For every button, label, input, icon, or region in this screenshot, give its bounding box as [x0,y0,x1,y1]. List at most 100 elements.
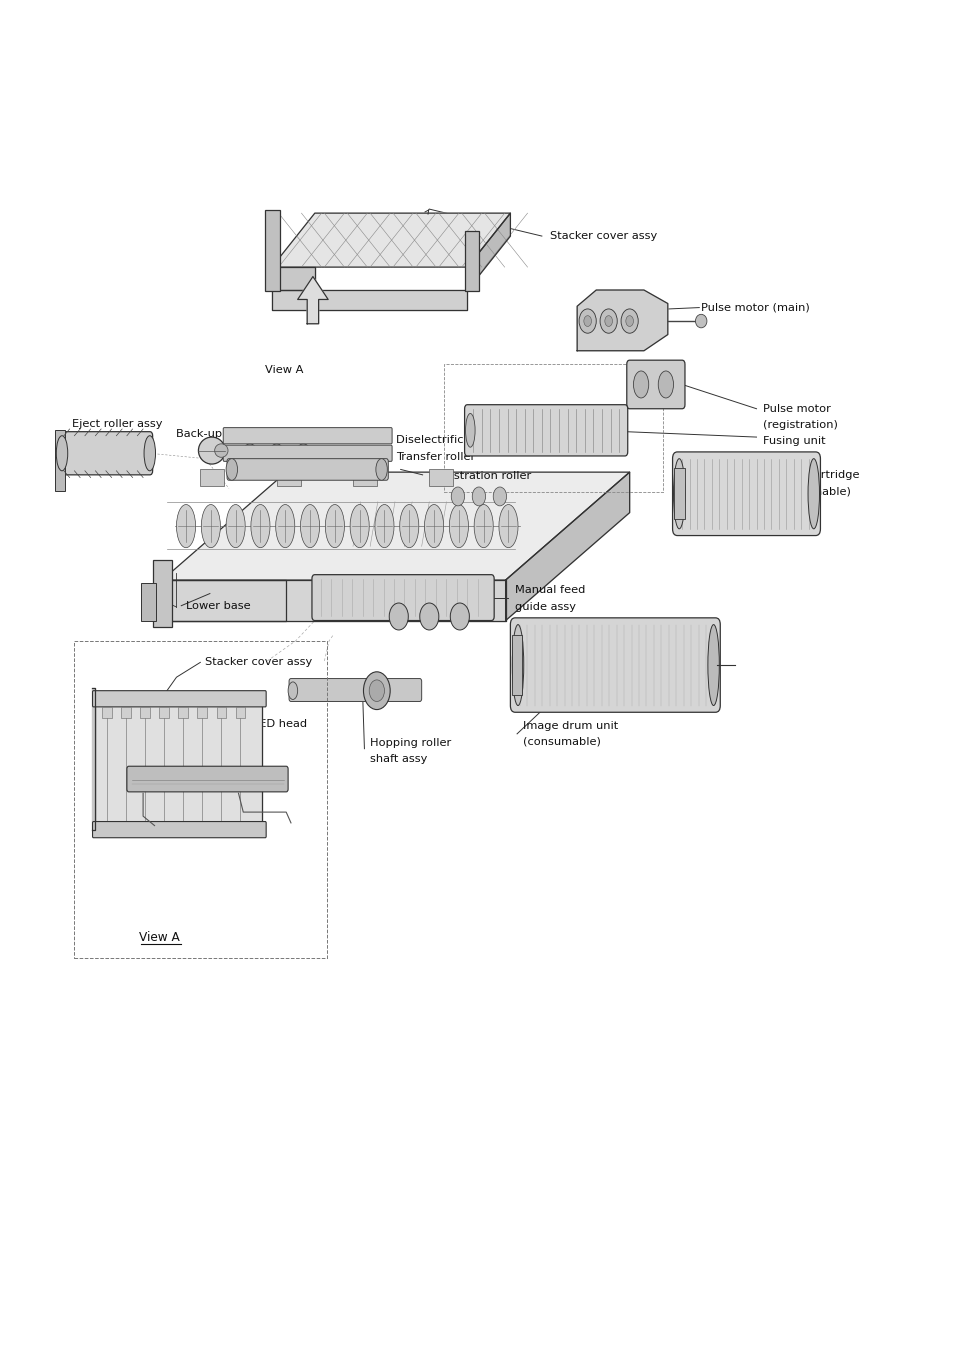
Ellipse shape [807,459,819,529]
Ellipse shape [707,625,719,706]
Circle shape [620,309,638,333]
Ellipse shape [56,436,68,471]
Circle shape [599,309,617,333]
FancyBboxPatch shape [159,707,169,718]
FancyBboxPatch shape [197,707,207,718]
Ellipse shape [424,505,443,548]
FancyBboxPatch shape [141,583,155,621]
Ellipse shape [201,505,220,548]
Text: Pulse motor: Pulse motor [762,403,830,414]
Circle shape [604,316,612,326]
FancyBboxPatch shape [510,618,720,712]
Polygon shape [505,472,629,621]
Text: Lower base: Lower base [186,600,251,611]
FancyBboxPatch shape [200,469,224,486]
FancyBboxPatch shape [626,360,684,409]
FancyBboxPatch shape [223,428,392,444]
Text: LED head: LED head [253,719,307,730]
FancyBboxPatch shape [673,468,684,519]
Ellipse shape [214,444,228,457]
Ellipse shape [658,371,673,398]
Polygon shape [272,290,467,310]
Ellipse shape [251,505,270,548]
Ellipse shape [226,459,237,480]
Text: Stacker cover assy: Stacker cover assy [205,657,312,668]
Ellipse shape [176,505,195,548]
Polygon shape [95,701,262,830]
Polygon shape [162,472,629,580]
Circle shape [583,316,591,326]
Polygon shape [297,277,328,324]
Text: Fusing unit: Fusing unit [762,436,825,447]
FancyBboxPatch shape [464,405,627,456]
Polygon shape [162,580,505,621]
Ellipse shape [695,314,706,328]
FancyBboxPatch shape [55,430,65,491]
FancyBboxPatch shape [353,469,376,486]
FancyBboxPatch shape [312,575,494,621]
Text: Stacker cover assy: Stacker cover assy [549,231,656,241]
FancyBboxPatch shape [92,822,266,838]
Text: Hopping roller: Hopping roller [370,738,451,749]
FancyBboxPatch shape [672,452,820,536]
Ellipse shape [350,505,369,548]
Ellipse shape [275,505,294,548]
Text: Diselectrification bar: Diselectrification bar [395,434,515,445]
Ellipse shape [300,505,319,548]
Ellipse shape [498,505,517,548]
Ellipse shape [633,371,648,398]
FancyBboxPatch shape [140,707,150,718]
FancyBboxPatch shape [265,210,279,291]
Ellipse shape [389,603,408,630]
Ellipse shape [295,444,311,465]
Text: Image drum unit: Image drum unit [522,720,618,731]
FancyBboxPatch shape [223,445,392,461]
FancyBboxPatch shape [227,459,388,480]
FancyBboxPatch shape [178,707,188,718]
FancyBboxPatch shape [152,560,172,627]
Text: guide assy: guide assy [515,602,576,612]
Circle shape [578,309,596,333]
Ellipse shape [363,672,390,710]
FancyBboxPatch shape [464,231,478,291]
Polygon shape [162,580,286,621]
Text: Toner cartridge: Toner cartridge [772,469,859,480]
FancyBboxPatch shape [429,469,453,486]
Text: Registration roller: Registration roller [429,471,531,482]
FancyBboxPatch shape [92,691,266,707]
FancyBboxPatch shape [235,707,245,718]
FancyBboxPatch shape [216,707,226,718]
Text: (consumable): (consumable) [522,737,600,747]
Text: Back-up roller: Back-up roller [176,429,255,440]
Ellipse shape [325,505,344,548]
Ellipse shape [242,444,257,465]
Text: Eject roller assy: Eject roller assy [71,418,162,429]
Ellipse shape [474,505,493,548]
Ellipse shape [673,459,684,529]
Ellipse shape [144,436,155,471]
Text: Transfer roller: Transfer roller [395,452,475,463]
Ellipse shape [375,505,394,548]
Polygon shape [577,290,667,351]
Ellipse shape [399,505,418,548]
Text: View A: View A [139,931,179,944]
FancyBboxPatch shape [102,707,112,718]
Polygon shape [467,213,510,290]
Circle shape [451,487,464,506]
Polygon shape [91,688,95,830]
Ellipse shape [450,603,469,630]
FancyBboxPatch shape [276,469,300,486]
Text: (registration): (registration) [762,420,837,430]
Text: View A: View A [265,364,303,375]
Circle shape [472,487,485,506]
Ellipse shape [449,505,468,548]
Circle shape [493,487,506,506]
FancyBboxPatch shape [56,432,152,475]
Ellipse shape [226,505,245,548]
FancyBboxPatch shape [121,707,131,718]
Ellipse shape [369,680,384,701]
FancyBboxPatch shape [127,766,288,792]
Text: (consumable): (consumable) [772,486,850,496]
FancyBboxPatch shape [512,635,521,695]
Ellipse shape [419,603,438,630]
